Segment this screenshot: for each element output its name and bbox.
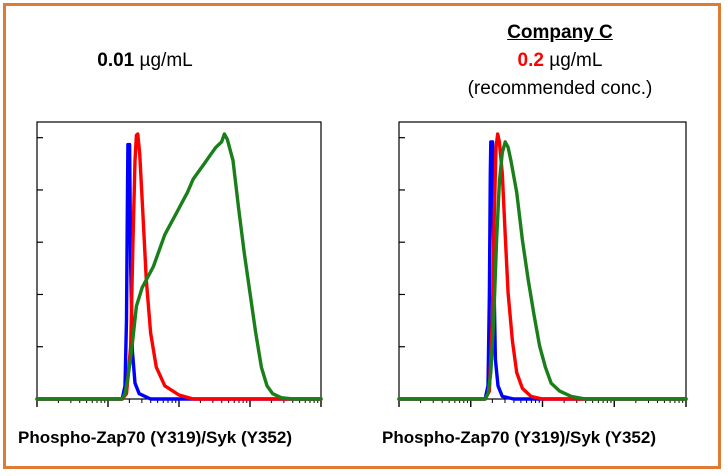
right-concentration-label: 0.2 µg/mL <box>460 50 660 72</box>
right-company-label: Company C <box>507 22 613 43</box>
left-green-series-line <box>35 132 323 401</box>
figure-border <box>3 3 721 469</box>
left-x-axis-label: Phospho-Zap70 (Y319)/Syk (Y352) <box>18 428 292 447</box>
left-conc-value: 0.01 <box>97 50 135 71</box>
left-blue-series-line <box>35 142 323 401</box>
right-recommended-note: (recommended conc.) <box>467 78 653 99</box>
left-red-series-line <box>35 132 323 401</box>
right-conc-unit: µg/mL <box>543 50 603 71</box>
right-conc-value: 0.2 <box>517 50 544 71</box>
left-histogram-plot <box>35 121 323 407</box>
left-plot-frame <box>36 121 322 400</box>
right-x-axis-label: Phospho-Zap70 (Y319)/Syk (Y352) <box>382 428 656 447</box>
left-conc-unit: µg/mL <box>134 50 193 71</box>
right-histogram-plot <box>397 121 688 407</box>
right-green-series-line <box>397 140 688 401</box>
left-concentration-label: 0.01 µg/mL <box>60 50 230 72</box>
